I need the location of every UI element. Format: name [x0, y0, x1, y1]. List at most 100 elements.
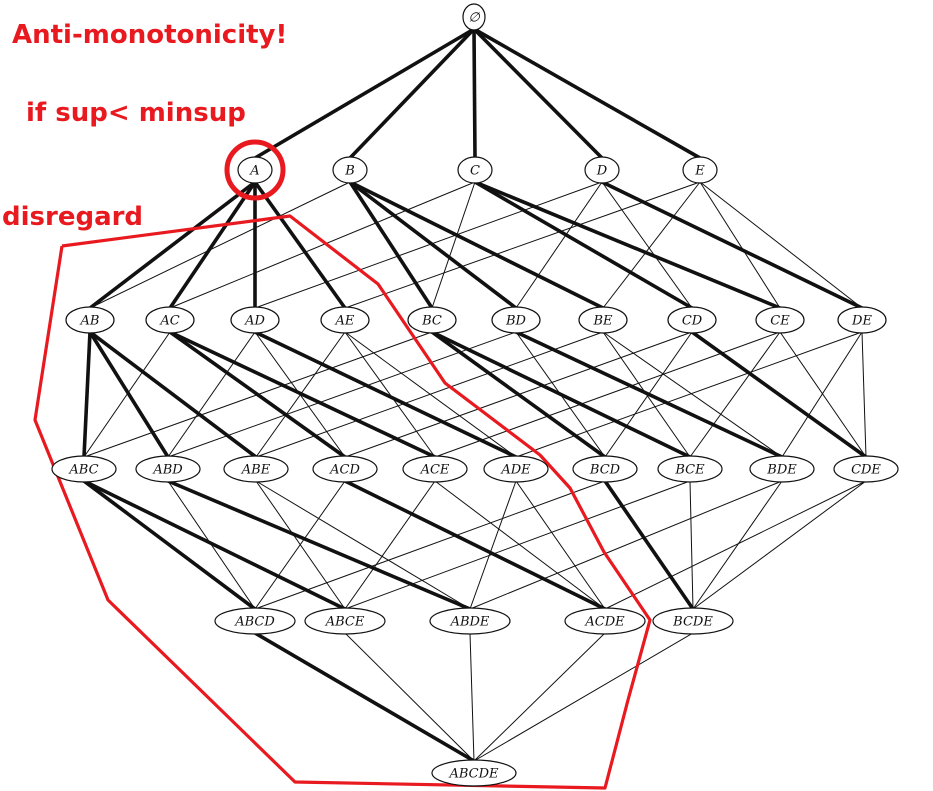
node-label-bcd: BCD: [589, 463, 621, 478]
lattice-node-b: B: [332, 156, 368, 184]
node-ellipse-e: [682, 156, 718, 184]
bold-edge-BD-BDE: [515, 330, 783, 459]
lattice-node-bce: BCE: [657, 455, 723, 483]
node-label-e: E: [694, 164, 705, 179]
lattice-node-bc: BC: [407, 306, 457, 334]
edge-C-AC: [169, 181, 476, 309]
bold-edge-AC-ACE: [169, 330, 436, 459]
bold-edge-C-CE: [474, 180, 781, 310]
lattice-node-bcde: BCDE: [652, 607, 734, 635]
edge-CE-BCE: [689, 331, 781, 458]
edge-E-CE: [699, 181, 781, 309]
node-label-empty: ∅: [468, 11, 480, 26]
node-label-acd: ACD: [329, 463, 360, 478]
node-label-c: C: [470, 164, 480, 179]
node-label-abce: ABCE: [325, 615, 365, 630]
node-label-acde: ACDE: [584, 615, 625, 630]
node-ellipse-ce: [755, 306, 805, 334]
node-ellipse-ac: [145, 306, 195, 334]
lattice-node-empty: ∅: [462, 3, 486, 31]
lattice-node-a: A: [237, 156, 273, 184]
edge-BE-BDE: [602, 331, 783, 458]
lattice-node-abe: ABE: [223, 455, 289, 483]
lattice-node-ade: ADE: [483, 455, 549, 483]
node-ellipse-ace: [402, 455, 468, 483]
node-ellipse-empty: [462, 3, 486, 31]
lattice-node-e: E: [682, 156, 718, 184]
node-ellipse-a: [237, 156, 273, 184]
bold-edge-ABD-ABDE: [167, 479, 471, 611]
node-label-ace: ACE: [420, 463, 450, 478]
edge-ACDE-ABCDE: [473, 632, 606, 762]
edge-CE-CDE: [779, 331, 867, 458]
bold-edge-B-BC: [348, 181, 434, 309]
lattice-node-bd: BD: [491, 306, 541, 334]
lattice-node-ab: AB: [65, 306, 115, 334]
node-ellipse-acd: [312, 455, 378, 483]
bold-edge-CD-CDE: [690, 330, 868, 459]
node-label-ab: AB: [80, 314, 100, 329]
node-label-bde: BDE: [766, 463, 797, 478]
lattice-node-ce: CE: [755, 306, 805, 334]
edge-AE-ACE: [344, 331, 436, 458]
lattice-node-abcd: ABCD: [214, 607, 296, 635]
node-label-cde: CDE: [851, 463, 881, 478]
node-ellipse-bd: [491, 306, 541, 334]
edge-CDE-ACDE: [604, 480, 867, 610]
annotation-action: disregard: [2, 202, 144, 232]
edge-ACE-ACDE: [434, 480, 606, 610]
lattice-node-abce: ABCE: [304, 607, 386, 635]
lattice-node-bde: BDE: [749, 455, 815, 483]
lattice-node-cd: CD: [667, 306, 717, 334]
node-ellipse-bc: [407, 306, 457, 334]
edge-ACE-ABCE: [344, 480, 436, 610]
bold-edge-empty-E: [473, 27, 701, 160]
bold-edge-empty-D: [472, 27, 604, 160]
node-ellipse-d: [584, 156, 620, 184]
edge-BDE-ABDE: [469, 480, 783, 610]
edge-E-AE: [344, 181, 701, 309]
node-label-bcde: BCDE: [672, 615, 713, 630]
node-ellipse-ad: [230, 306, 280, 334]
bold-edge-A-AB: [88, 180, 257, 310]
bold-edge-empty-B: [348, 27, 476, 160]
edge-DE-CDE: [861, 331, 867, 458]
edge-B-AB: [89, 181, 351, 309]
node-label-abc: ABC: [68, 463, 98, 478]
edge-BCD-ABCD: [254, 480, 606, 610]
node-ellipse-abde: [429, 607, 511, 635]
bold-edge-A-AC: [168, 180, 257, 310]
edge-CE-ACE: [434, 331, 781, 458]
bold-edge-D-DE: [601, 180, 863, 310]
edge-BCE-BCDE: [689, 480, 694, 610]
node-ellipse-be: [578, 306, 628, 334]
lattice-node-abc: ABC: [51, 455, 117, 483]
bold-edge-ABC-ABCE: [83, 479, 346, 611]
node-label-ade: ADE: [500, 463, 531, 478]
node-ellipse-acde: [564, 607, 646, 635]
lattice-node-ace: ACE: [402, 455, 468, 483]
node-label-ad: AD: [244, 314, 265, 329]
node-label-bce: BCE: [674, 463, 705, 478]
bold-edge-ABC-ABCD: [82, 479, 257, 611]
lattice-node-de: DE: [837, 306, 887, 334]
bold-edge-empty-A: [254, 27, 475, 160]
node-ellipse-cd: [667, 306, 717, 334]
lattice-node-ad: AD: [230, 306, 280, 334]
node-label-be: BE: [592, 314, 613, 329]
node-ellipse-ab: [65, 306, 115, 334]
bold-edge-B-BE: [349, 180, 604, 310]
lattice-node-ac: AC: [145, 306, 195, 334]
node-label-de: DE: [851, 314, 872, 329]
node-ellipse-abcd: [214, 607, 296, 635]
node-label-abd: ABD: [152, 463, 183, 478]
bold-edge-B-BD: [348, 180, 518, 310]
node-ellipse-ae: [320, 306, 370, 334]
node-label-abcd: ABCD: [234, 615, 275, 630]
node-ellipse-bcd: [572, 455, 638, 483]
node-label-bc: BC: [421, 314, 442, 329]
bold-edge-ACD-ACDE: [344, 479, 606, 611]
edge-DE-ADE: [515, 331, 863, 458]
